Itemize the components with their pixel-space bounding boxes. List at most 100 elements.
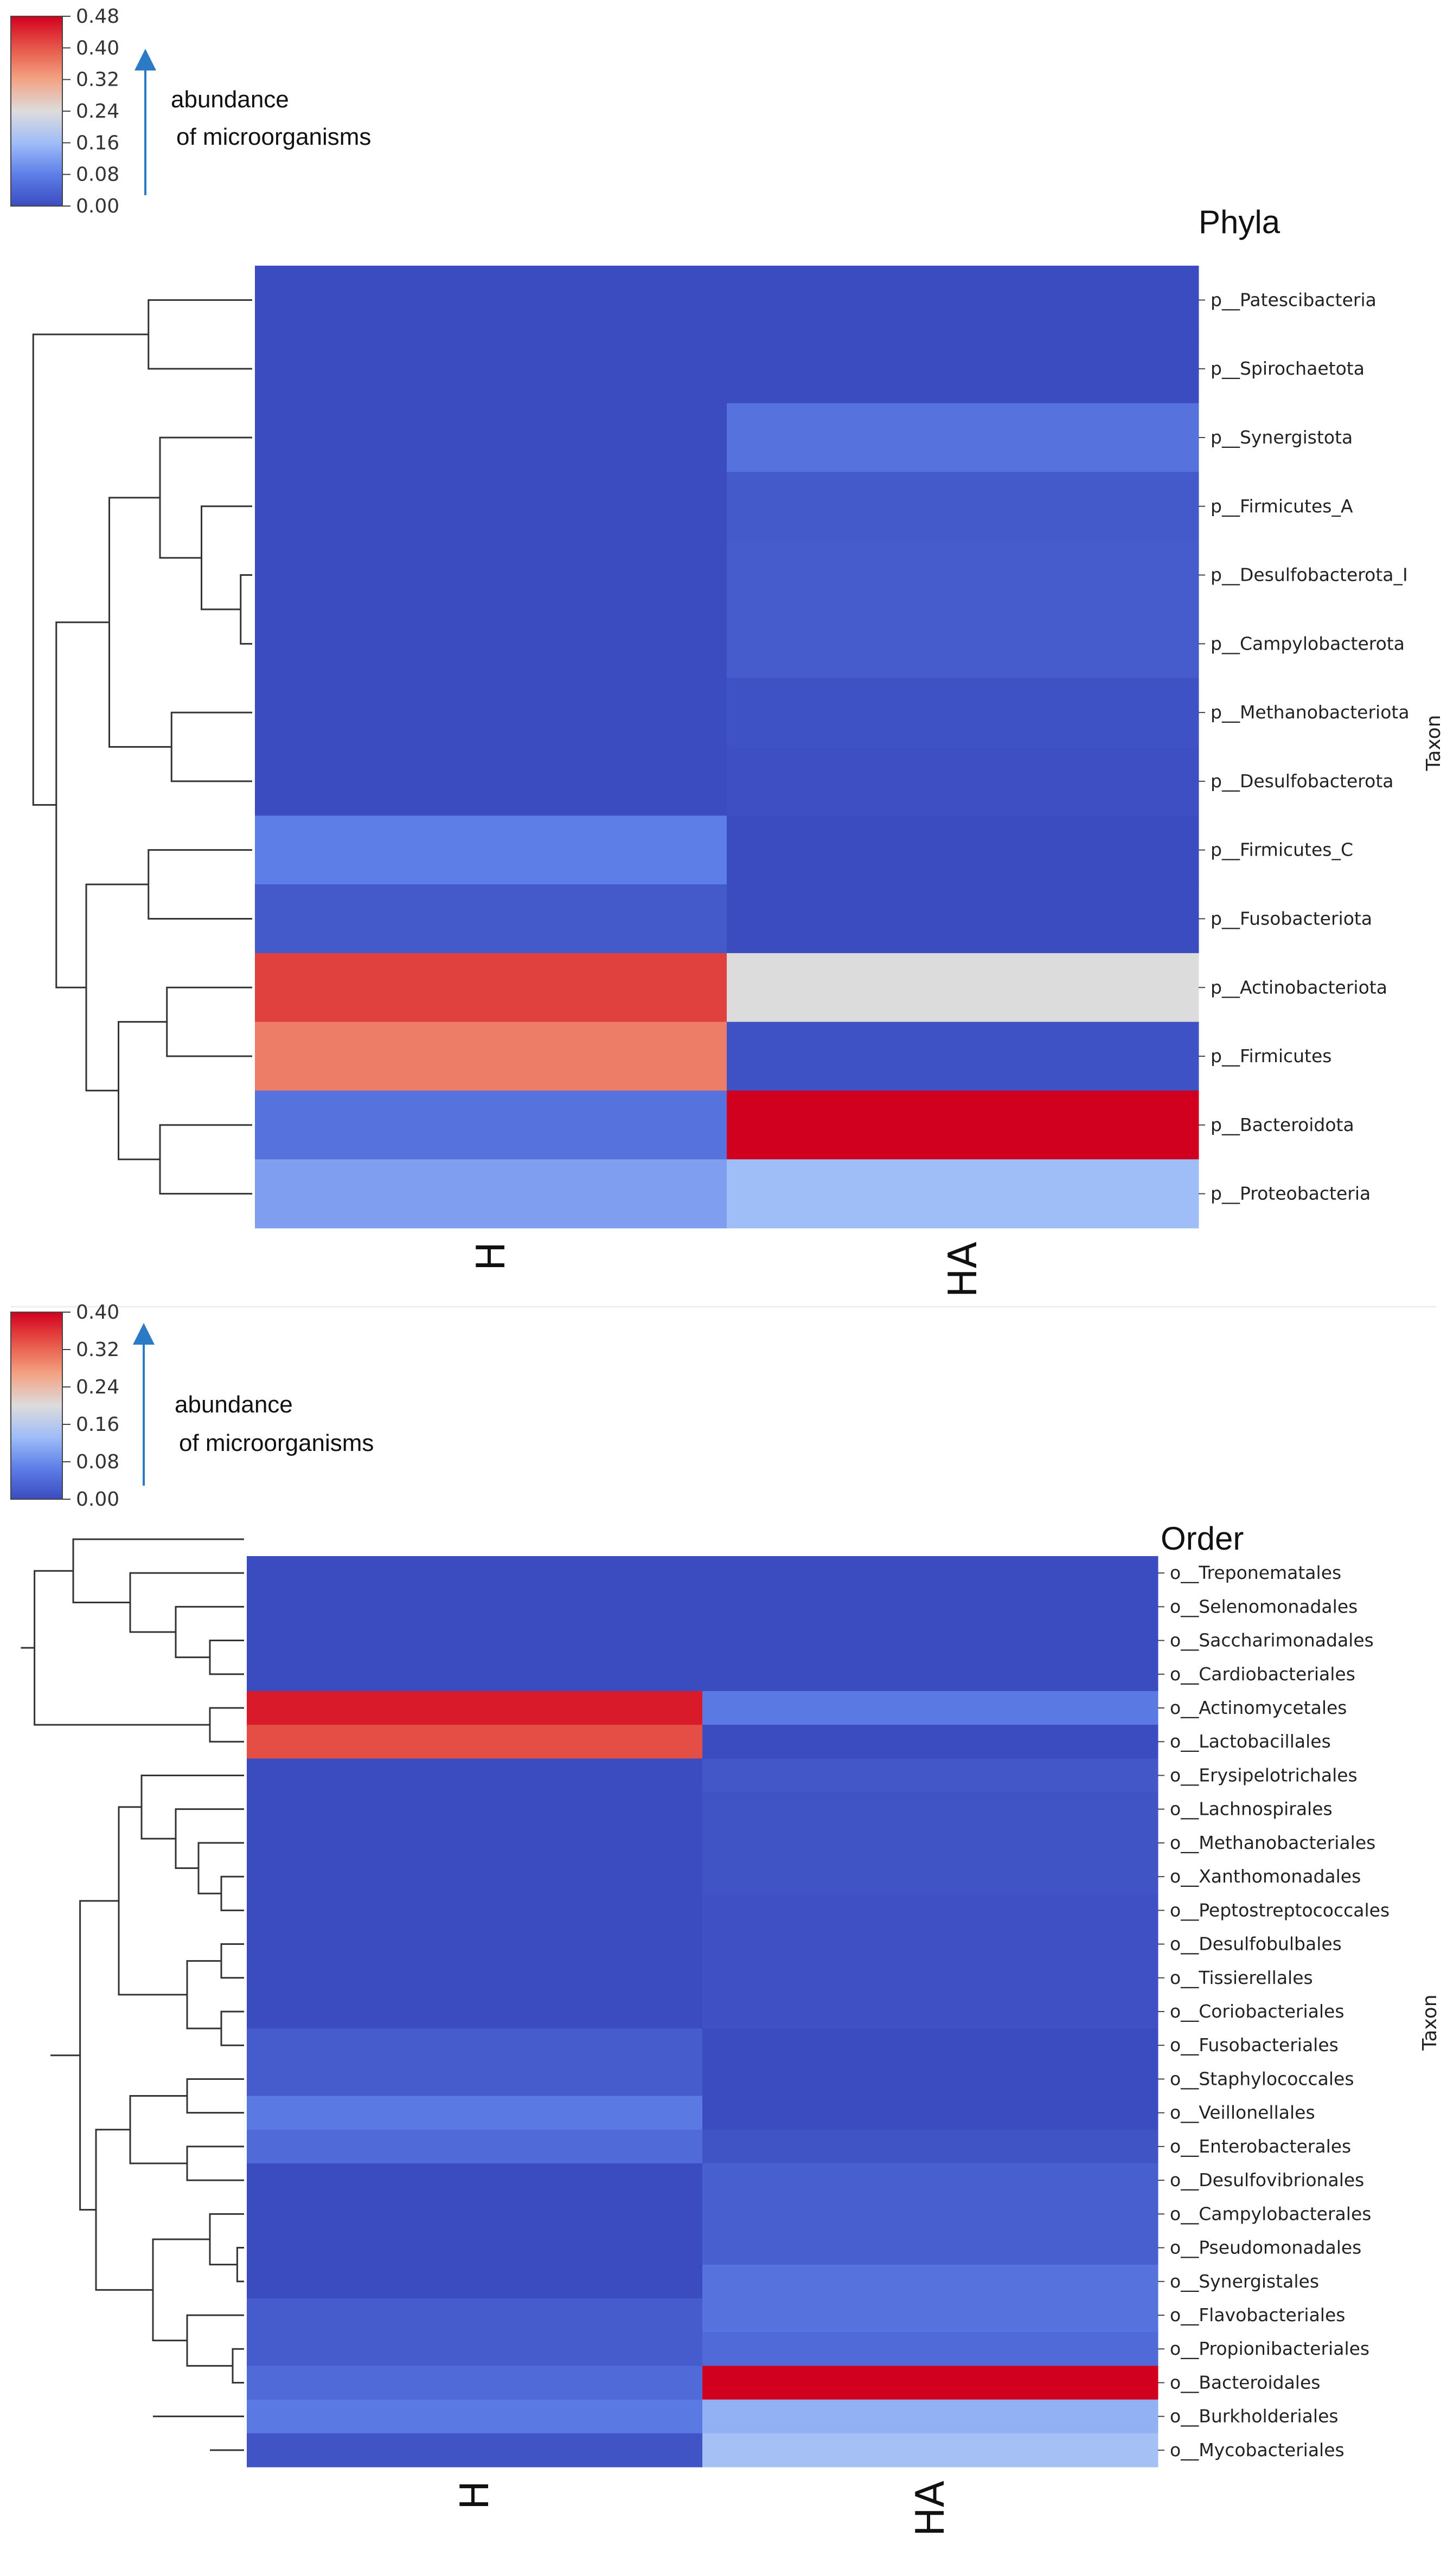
heatmap-cell bbox=[255, 472, 727, 541]
heatmap-cell bbox=[255, 1090, 727, 1160]
dendrogram-branch bbox=[220, 1943, 244, 1979]
row-label: o__Desulfovibrionales bbox=[1170, 2169, 1364, 2190]
row-label: p__Methanobacteriota bbox=[1211, 702, 1410, 723]
heatmap-cell bbox=[247, 1927, 703, 1962]
colorbar-tick-label: 0.08 bbox=[76, 164, 119, 186]
heatmap-order bbox=[247, 1556, 1158, 2468]
heatmap-cell bbox=[247, 2231, 703, 2265]
dendrogram-branch bbox=[159, 436, 252, 559]
heatmap-cell bbox=[247, 1893, 703, 1928]
heatmap-cell bbox=[255, 334, 727, 404]
axis-title-phyla: Taxon bbox=[1423, 715, 1445, 771]
heatmap-cell bbox=[702, 1961, 1158, 1995]
heatmap-cell bbox=[702, 1590, 1158, 1624]
heatmap-cell bbox=[727, 541, 1199, 610]
dendrogram-branch bbox=[220, 1875, 244, 1911]
row-label: p__Desulfobacterota bbox=[1211, 770, 1394, 792]
heatmap-cell bbox=[247, 2028, 703, 2063]
legend-note-line1-phyla: abundance bbox=[171, 86, 289, 113]
row-labels-order: o__Treponematales o__Selenomonadales o__Sa… bbox=[1158, 1562, 1390, 2461]
heatmap-cell bbox=[247, 1725, 703, 1759]
dendrogram-branch bbox=[159, 1124, 252, 1195]
heatmap-cell bbox=[247, 1758, 703, 1793]
heatmap-cell bbox=[247, 1556, 703, 1590]
dendrogram-branch bbox=[34, 1570, 210, 1726]
dendrogram-branch bbox=[95, 2129, 153, 2291]
row-label: o__Bacteroidales bbox=[1170, 2372, 1320, 2393]
row-label: o__Tissierellales bbox=[1170, 1967, 1313, 1988]
heatmap-cell bbox=[702, 2231, 1158, 2265]
row-label: o__Fusobacteriales bbox=[1170, 2034, 1339, 2055]
row-label: p__Patescibacteria bbox=[1211, 289, 1376, 310]
heatmap-cell bbox=[702, 2062, 1158, 2097]
chart-title-order: Order bbox=[1161, 1520, 1244, 1557]
dendrogram-branch bbox=[186, 1960, 221, 2029]
row-label: p__Bacteroidota bbox=[1211, 1114, 1354, 1135]
dendrogram-branch bbox=[209, 2213, 244, 2266]
heatmap-cell bbox=[247, 2433, 703, 2468]
dendrogram-branch bbox=[118, 1806, 187, 1996]
dendrogram-branch bbox=[170, 711, 252, 782]
row-label: o__Cardiobacteriales bbox=[1170, 1663, 1355, 1685]
colorbar-tick-label: 0.16 bbox=[76, 1414, 119, 1436]
colorbar-tick-label: 0.24 bbox=[76, 100, 119, 123]
row-label: o__Staphylococcales bbox=[1170, 2068, 1354, 2089]
row-label: o__Saccharimonadales bbox=[1170, 1630, 1374, 1651]
dendrogram-branch bbox=[209, 1707, 244, 1743]
colorbar-tick-label: 0.16 bbox=[76, 132, 119, 154]
row-label: o__Peptostreptococcales bbox=[1170, 1899, 1390, 1920]
heatmap-cell bbox=[255, 884, 727, 954]
heatmap-cell bbox=[702, 2298, 1158, 2333]
dendrogram-branch bbox=[55, 621, 110, 988]
heatmap-cell bbox=[255, 541, 727, 610]
dendrogram-branch bbox=[201, 505, 252, 611]
heatmap-cell bbox=[247, 2096, 703, 2130]
heatmap-cell bbox=[255, 815, 727, 885]
row-label: p__Firmicutes_C bbox=[1211, 839, 1353, 860]
heatmap-cell bbox=[702, 1826, 1158, 1860]
row-labels-phyla: p__Patescibacteria p__Spirochaetota p__Syn… bbox=[1199, 289, 1410, 1204]
colorbar-tick-label: 0.00 bbox=[76, 195, 119, 217]
dendrogram-branch bbox=[72, 1538, 244, 1604]
row-label: o__Selenomonadales bbox=[1170, 1596, 1358, 1617]
heatmap-cell bbox=[727, 747, 1199, 816]
colorbar-tick-label: 0.32 bbox=[76, 69, 119, 91]
row-label: o__Xanthomonadales bbox=[1170, 1866, 1361, 1887]
dendrogram-branch bbox=[85, 883, 149, 1091]
heatmap-cell bbox=[702, 2028, 1158, 2063]
heatmap-cell bbox=[247, 1623, 703, 1658]
row-label: p__Firmicutes bbox=[1211, 1045, 1332, 1067]
column-label: HA bbox=[907, 2481, 953, 2536]
heatmap-cell bbox=[702, 1927, 1158, 1962]
row-label: p__Firmicutes_A bbox=[1211, 496, 1353, 517]
colorbar-tick-label: 0.40 bbox=[76, 1301, 119, 1324]
dendrogram-branch bbox=[232, 2348, 244, 2384]
column-label: HA bbox=[940, 1242, 985, 1297]
heatmap-cell bbox=[247, 1826, 703, 1860]
row-label: p__Synergistota bbox=[1211, 427, 1353, 448]
heatmap-cell bbox=[247, 1860, 703, 1894]
heatmap-cell bbox=[727, 266, 1199, 335]
dendrogram-branch bbox=[129, 2095, 187, 2164]
colorbar-tick-label: 0.24 bbox=[76, 1376, 119, 1398]
row-label: o__Pseudomonadales bbox=[1170, 2237, 1361, 2258]
column-labels-order: H HA bbox=[452, 2481, 953, 2536]
row-label: o__Burkholderiales bbox=[1170, 2406, 1339, 2427]
row-label: p__Actinobacteriota bbox=[1211, 977, 1387, 998]
row-label: o__Flavobacteriales bbox=[1170, 2304, 1345, 2326]
row-label: p__Fusobacteriota bbox=[1211, 908, 1372, 929]
heatmap-cell bbox=[727, 609, 1199, 679]
heatmap-cell bbox=[727, 678, 1199, 747]
colorbar-tick-label: 0.00 bbox=[76, 1488, 119, 1511]
heatmap-cell bbox=[247, 2399, 703, 2434]
heatmap-cell bbox=[727, 884, 1199, 954]
dendrogram-branch bbox=[129, 1572, 244, 1633]
row-label: p__Desulfobacterota_I bbox=[1211, 564, 1408, 586]
heatmap-cell bbox=[247, 2163, 703, 2198]
heatmap-cell bbox=[702, 1623, 1158, 1658]
heatmap-cell bbox=[702, 2399, 1158, 2434]
heatmap-cell bbox=[702, 1792, 1158, 1827]
heatmap-cell bbox=[702, 2129, 1158, 2164]
chart-title-phyla: Phyla bbox=[1199, 204, 1280, 240]
